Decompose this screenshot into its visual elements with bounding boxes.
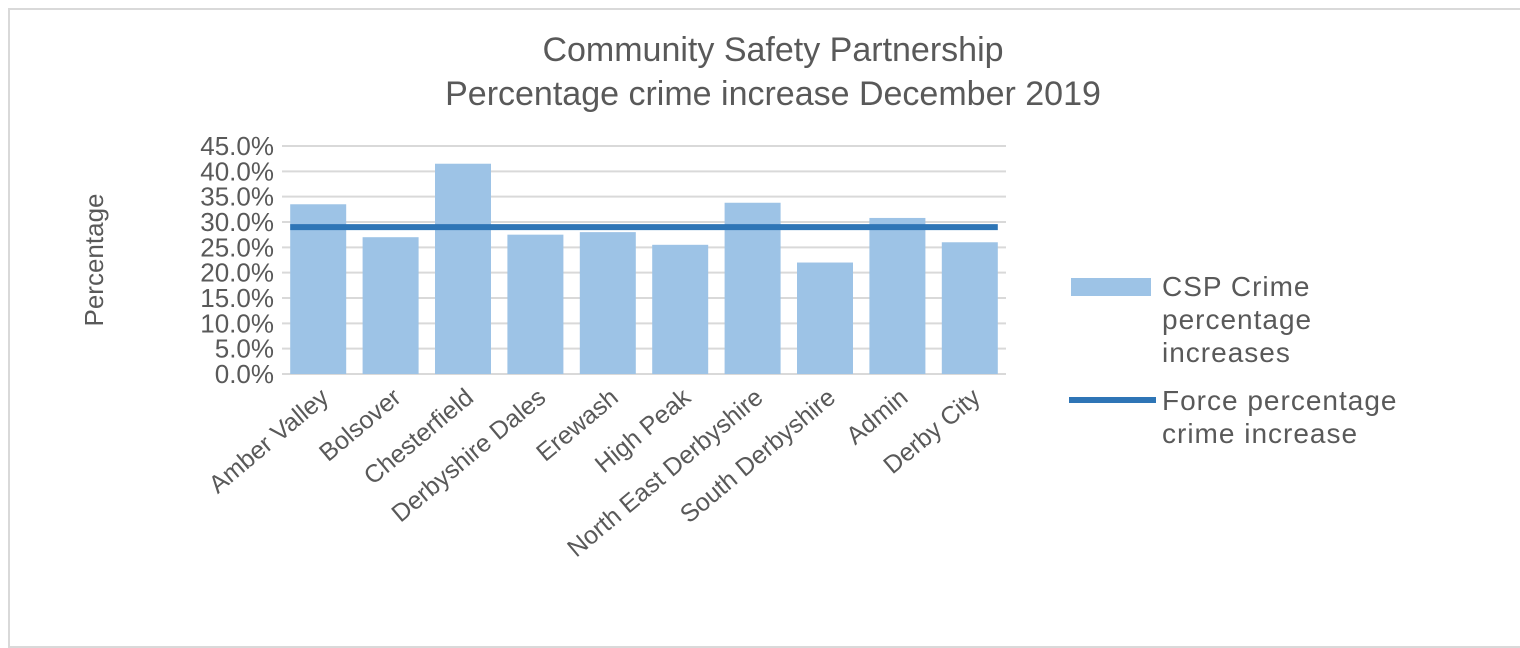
- y-tick-label: 30.0%: [200, 207, 274, 237]
- chart-title-line: Percentage crime increase December 2019: [445, 75, 1101, 113]
- legend-label-csp: CSP Crime: [1162, 271, 1311, 302]
- y-tick-label: 25.0%: [200, 232, 274, 262]
- bar-chart: Community Safety Partnership Percentage c…: [79, 31, 1397, 563]
- bar-derbyshire-dales: [507, 234, 564, 374]
- legend-label-force: crime increase: [1162, 418, 1358, 449]
- y-tick-label: 0.0%: [215, 359, 274, 389]
- x-category-label: Amber Valley: [204, 383, 335, 499]
- legend-bar-swatch: [1071, 278, 1151, 296]
- y-tick-label: 10.0%: [200, 308, 274, 338]
- bar-north-east-derbyshire: [724, 202, 781, 374]
- y-axis-ticks: 0.0%5.0%10.0%15.0%20.0%25.0%30.0%35.0%40…: [200, 131, 274, 389]
- bars: [290, 163, 998, 374]
- legend-label-csp: percentage: [1162, 304, 1312, 335]
- bar-high-peak: [652, 244, 709, 374]
- y-axis-label: Percentage: [79, 194, 109, 327]
- bar-chesterfield: [435, 163, 491, 374]
- bar-south-derbyshire: [797, 262, 853, 374]
- chart-title: Community Safety Partnership Percentage c…: [445, 31, 1101, 113]
- y-tick-label: 45.0%: [200, 131, 274, 161]
- y-tick-label: 40.0%: [200, 156, 274, 186]
- bar-admin: [869, 217, 926, 374]
- y-tick-label: 15.0%: [200, 283, 274, 313]
- legend-label-force: Force percentage: [1162, 385, 1397, 416]
- y-tick-label: 5.0%: [215, 334, 274, 364]
- bar-amber-valley: [290, 204, 347, 374]
- bar-erewash: [579, 232, 636, 374]
- legend-label-csp: increases: [1162, 337, 1291, 368]
- y-tick-label: 35.0%: [200, 182, 274, 212]
- bar-bolsover: [362, 237, 419, 374]
- y-tick-label: 20.0%: [200, 258, 274, 288]
- bar-derby-city: [941, 242, 998, 374]
- x-axis-categories: Amber ValleyBolsoverChesterfieldDerbyshi…: [204, 383, 986, 563]
- y-axis-label-group: Percentage: [79, 194, 109, 327]
- chart-title-line: Community Safety Partnership: [542, 31, 1003, 69]
